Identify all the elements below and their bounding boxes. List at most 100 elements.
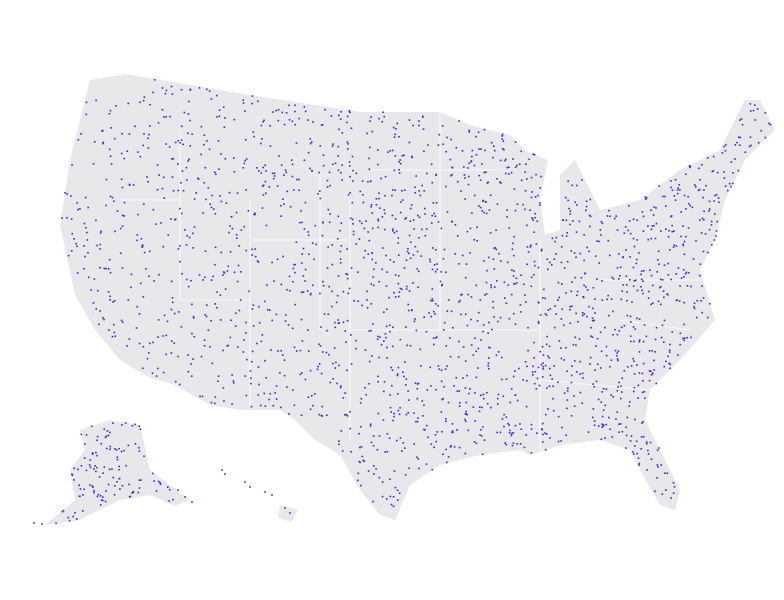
- point-marker: [403, 189, 406, 191]
- point-marker: [647, 297, 650, 299]
- point-marker: [683, 194, 686, 197]
- point-marker: [754, 119, 757, 121]
- point-marker: [118, 465, 120, 468]
- point-marker: [633, 245, 636, 248]
- point-marker: [253, 213, 255, 216]
- point-marker: [690, 285, 692, 288]
- point-marker: [539, 187, 542, 189]
- point-marker: [303, 228, 306, 230]
- point-marker: [71, 473, 73, 475]
- point-marker: [460, 294, 462, 296]
- point-marker: [109, 155, 112, 158]
- point-marker: [224, 117, 226, 119]
- point-marker: [394, 486, 397, 489]
- point-marker: [666, 293, 669, 295]
- point-marker: [673, 244, 676, 247]
- point-marker: [223, 400, 225, 402]
- point-marker: [506, 209, 508, 211]
- point-marker: [337, 169, 340, 172]
- point-marker: [359, 402, 362, 404]
- point-marker: [369, 425, 372, 427]
- point-marker: [357, 472, 360, 475]
- point-marker: [638, 351, 641, 353]
- point-marker: [432, 299, 434, 302]
- point-marker: [357, 300, 360, 303]
- point-marker: [499, 260, 502, 262]
- point-marker: [518, 367, 520, 370]
- point-marker: [458, 446, 461, 449]
- point-marker: [103, 267, 106, 270]
- point-marker: [250, 382, 252, 385]
- point-marker: [149, 103, 151, 106]
- point-marker: [214, 173, 217, 176]
- point-marker: [704, 233, 707, 235]
- point-marker: [508, 173, 510, 175]
- point-marker: [244, 375, 247, 377]
- point-marker: [336, 238, 339, 240]
- point-marker: [599, 367, 602, 369]
- point-marker: [108, 329, 110, 331]
- point-marker: [261, 334, 264, 336]
- point-marker: [474, 392, 476, 394]
- point-marker: [127, 299, 130, 301]
- point-marker: [626, 291, 628, 293]
- point-marker: [392, 419, 394, 422]
- point-marker: [637, 457, 640, 459]
- point-marker: [275, 385, 278, 387]
- point-marker: [664, 205, 667, 207]
- point-marker: [340, 171, 342, 174]
- point-marker: [397, 409, 400, 412]
- point-marker: [539, 204, 541, 207]
- point-marker: [365, 393, 368, 396]
- point-marker: [467, 167, 469, 169]
- point-marker: [209, 345, 211, 348]
- point-marker: [230, 319, 232, 322]
- point-marker: [327, 208, 330, 211]
- point-marker: [206, 140, 208, 142]
- point-marker: [483, 171, 486, 174]
- point-marker: [284, 169, 287, 171]
- point-marker: [355, 172, 358, 175]
- point-marker: [440, 227, 443, 230]
- point-marker: [461, 150, 464, 152]
- point-marker: [204, 166, 207, 169]
- point-marker: [514, 370, 516, 372]
- point-marker: [485, 212, 488, 215]
- point-marker: [449, 446, 452, 448]
- point-marker: [447, 456, 450, 458]
- point-marker: [673, 485, 676, 488]
- point-marker: [426, 172, 428, 175]
- point-marker: [336, 294, 339, 297]
- point-marker: [592, 383, 594, 385]
- point-marker: [337, 145, 340, 148]
- point-marker: [128, 184, 131, 186]
- point-marker: [147, 181, 149, 183]
- point-marker: [157, 319, 160, 321]
- point-marker: [551, 237, 554, 240]
- point-marker: [621, 290, 623, 292]
- point-marker: [467, 293, 469, 296]
- point-marker: [529, 209, 531, 212]
- point-marker: [321, 234, 324, 237]
- point-marker: [473, 194, 476, 197]
- point-marker: [399, 287, 402, 290]
- point-marker: [684, 272, 687, 275]
- point-marker: [152, 341, 154, 344]
- point-marker: [459, 299, 461, 302]
- point-marker: [652, 214, 655, 216]
- point-marker: [615, 215, 617, 217]
- point-marker: [627, 229, 629, 232]
- point-marker: [730, 161, 733, 163]
- point-marker: [264, 180, 267, 183]
- point-marker: [138, 487, 141, 489]
- point-marker: [442, 258, 445, 260]
- point-marker: [532, 153, 535, 156]
- point-marker: [109, 271, 112, 274]
- point-marker: [346, 148, 349, 150]
- point-marker: [85, 434, 88, 436]
- point-marker: [396, 489, 399, 492]
- point-marker: [656, 449, 659, 451]
- point-marker: [367, 231, 369, 233]
- point-marker: [585, 205, 588, 208]
- point-marker: [552, 385, 554, 388]
